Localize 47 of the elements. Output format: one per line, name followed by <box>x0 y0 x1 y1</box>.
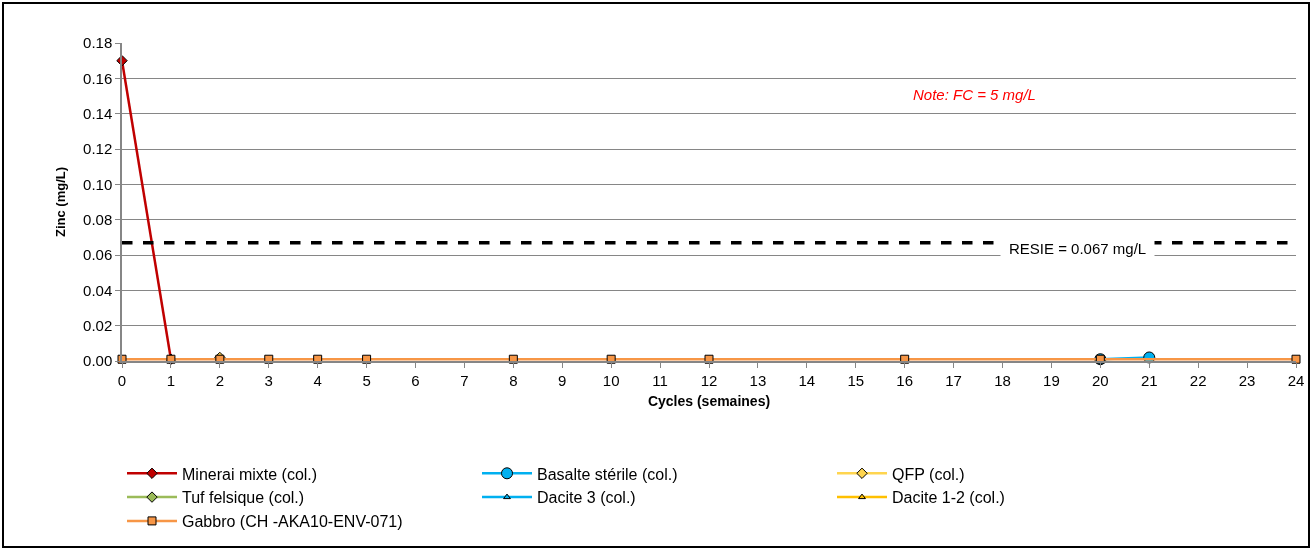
y-tick-label: 0.06 <box>83 246 113 264</box>
x-axis-title: Cycles (semaines) <box>647 392 771 409</box>
x-tick-label: 2 <box>215 371 224 389</box>
legend-label: Basalte stérile (col.) <box>537 465 678 483</box>
y-axis-title: Zinc (mg/L) <box>53 166 69 238</box>
x-tick-label: 19 <box>1043 371 1060 389</box>
y-tick-label: 0.16 <box>83 69 113 87</box>
point <box>1291 354 1301 364</box>
x-tick-label: 5 <box>362 371 371 389</box>
x-tick-label: 23 <box>1238 371 1256 389</box>
y-tick-label: 0.02 <box>83 316 113 334</box>
legend-label: Tuf felsique (col.) <box>182 489 305 507</box>
x-tick-label: 9 <box>558 371 567 389</box>
x-tick-label: 11 <box>652 371 668 389</box>
y-tick-label: 0.04 <box>83 281 113 299</box>
legend-label: Dacite 1-2 (col.) <box>892 489 1005 507</box>
y-tick-label: 0.08 <box>83 210 113 228</box>
x-tick-label: 1 <box>166 371 176 389</box>
legend-label: QFP (col.) <box>892 465 965 483</box>
x-tick-label: 16 <box>896 371 914 389</box>
x-tick-label: 22 <box>1189 371 1207 389</box>
x-tick-label: 20 <box>1091 371 1109 389</box>
x-tick-label: 8 <box>509 371 518 389</box>
y-tick-label: 0.10 <box>83 175 113 193</box>
y-tick-label: 0.00 <box>83 352 113 370</box>
x-tick-label: 0 <box>117 371 127 389</box>
y-tick-label: 0.18 <box>83 34 113 52</box>
x-tick-label: 18 <box>994 371 1011 389</box>
x-tick-label: 24 <box>1287 371 1305 389</box>
y-tick-label: 0.14 <box>83 104 113 122</box>
x-tick-label: 4 <box>313 371 322 389</box>
x-tick-label: 3 <box>264 371 273 389</box>
x-tick-label: 15 <box>847 371 865 389</box>
legend-label: Dacite 3 (col.) <box>537 489 636 507</box>
annotation: Note: FC = 5 mg/L <box>913 86 1036 103</box>
x-tick-label: 12 <box>700 371 718 389</box>
x-tick-label: 7 <box>460 371 469 389</box>
y-tick-label: 0.12 <box>83 140 113 158</box>
x-tick-label: 21 <box>1140 371 1158 389</box>
legend-label: Gabbro (CH -AKA10-ENV-071) <box>182 513 403 531</box>
x-tick-label: 14 <box>798 371 816 389</box>
x-tick-label: 13 <box>749 371 767 389</box>
x-tick-label: 6 <box>411 371 420 389</box>
legend-label: Minerai mixte (col.) <box>182 465 318 483</box>
ref-line-label: RESIE = 0.067 mg/L <box>1009 240 1147 257</box>
x-tick-label: 17 <box>945 371 962 389</box>
x-tick-label: 10 <box>602 371 620 389</box>
